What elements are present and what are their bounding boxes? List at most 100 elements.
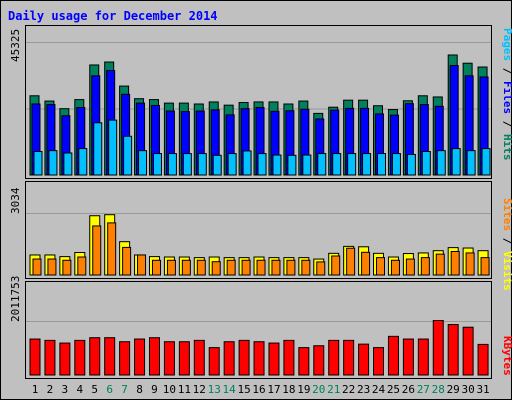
day-label-15: 15 [237,383,250,396]
bar-kbytes-day-17 [268,342,280,376]
bar-sites-day-11 [181,259,191,276]
day-label-2: 2 [47,383,54,396]
day-label-12: 12 [193,383,206,396]
bar-kbytes-day-12 [193,339,205,376]
bar-pages-day-23 [362,153,372,176]
day-label-30: 30 [462,383,475,396]
svg-text:Pages / Files / Hits: Pages / Files / Hits [501,28,512,161]
day-label-22: 22 [342,383,355,396]
bar-sites-day-28 [435,253,445,276]
legend-visits: Visits [501,251,512,291]
bar-kbytes-day-11 [178,341,190,376]
legend-separator: / [501,114,512,134]
bar-sites-day-3 [62,259,72,276]
legend-pages: Pages [501,28,512,61]
bar-kbytes-day-19 [298,347,310,376]
legend-files: Files [501,81,512,114]
bar-sites-day-9 [151,259,161,276]
bar-kbytes-day-28 [432,320,444,376]
bar-pages-day-28 [436,150,446,176]
bar-pages-day-1 [33,151,43,176]
legend-kbytes: KBytes [501,336,512,376]
legend-separator: / [501,61,512,81]
bar-kbytes-day-27 [417,338,429,376]
bar-sites-day-16 [256,259,266,276]
bar-pages-day-15 [242,150,252,176]
bar-sites-day-19 [301,259,311,276]
bar-kbytes-day-18 [283,339,295,376]
bar-kbytes-day-4 [74,339,86,376]
bar-pages-day-29 [451,148,461,176]
bar-kbytes-day-20 [313,345,325,376]
bar-kbytes-day-26 [402,338,414,376]
bar-pages-day-22 [347,153,357,176]
bar-pages-day-11 [182,153,192,176]
bar-kbytes-day-22 [343,339,355,376]
bar-pages-day-8 [138,150,148,176]
bar-kbytes-day-21 [328,339,340,376]
day-labels: 1 2 3 4 5 6 7 8 9 10 11 12 13 14 15 16 17 18 19 20 21 22 23 24 2… [32,383,490,396]
day-label-17: 17 [267,383,280,396]
bar-sites-day-6 [107,222,117,276]
bar-sites-day-29 [450,250,460,276]
day-label-10: 10 [163,383,176,396]
bar-kbytes-day-30 [462,326,474,376]
kbytes-legend: KBytes [501,336,512,376]
bar-kbytes-day-6 [104,337,116,376]
svg-text:KBytes: KBytes [501,336,512,376]
bar-pages-day-24 [377,153,387,176]
bar-sites-day-27 [420,257,430,276]
bar-kbytes-day-15 [238,339,250,376]
day-label-19: 19 [297,383,310,396]
legend-hits: Hits [501,134,512,161]
bar-kbytes-day-29 [447,324,459,376]
legend-sites: Sites [501,198,512,231]
bar-pages-day-3 [63,152,73,176]
day-label-23: 23 [357,383,370,396]
bar-sites-day-8 [137,254,147,276]
day-label-5: 5 [91,383,98,396]
bar-pages-day-13 [212,154,222,176]
bar-pages-day-14 [227,153,237,176]
bar-sites-day-13 [211,261,221,276]
bar-pages-day-6 [108,119,118,176]
bar-pages-day-26 [406,153,416,176]
day-label-21: 21 [327,383,340,396]
bar-sites-day-2 [47,258,57,276]
bar-sites-day-7 [122,246,132,276]
day-label-11: 11 [178,383,191,396]
svg-text:Sites / Visits: Sites / Visits [501,198,512,291]
bar-pages-day-27 [421,151,431,176]
bar-kbytes-day-1 [29,338,41,376]
bar-sites-day-5 [92,225,102,276]
bar-sites-day-17 [271,259,281,276]
bar-pages-day-5 [93,122,103,176]
bar-pages-day-16 [257,153,267,176]
day-label-14: 14 [223,383,237,396]
day-label-25: 25 [387,383,400,396]
bar-kbytes-day-13 [208,347,220,376]
bar-kbytes-day-9 [148,337,160,376]
day-label-4: 4 [76,383,83,396]
bar-pages-day-2 [48,150,58,176]
bar-pages-day-12 [197,153,207,176]
bar-sites-day-1 [32,258,42,276]
bar-pages-day-31 [481,148,491,176]
bar-pages-day-19 [302,154,312,176]
day-label-26: 26 [402,383,415,396]
bar-kbytes-day-16 [253,341,265,376]
bar-sites-day-14 [226,259,236,276]
bar-sites-day-23 [361,251,371,276]
chart-title: Daily usage for December 2014 [8,9,218,23]
bar-pages-day-4 [78,148,88,176]
bar-sites-day-20 [316,261,326,276]
hits-panel [25,25,492,179]
bar-pages-day-17 [272,154,282,176]
y-axis-max-labels: 45325 3034 2011753 [9,29,22,322]
bar-kbytes-day-8 [134,338,146,376]
day-label-24: 24 [372,383,386,396]
day-label-13: 13 [208,383,221,396]
bar-pages-day-7 [123,135,133,176]
day-label-20: 20 [312,383,325,396]
